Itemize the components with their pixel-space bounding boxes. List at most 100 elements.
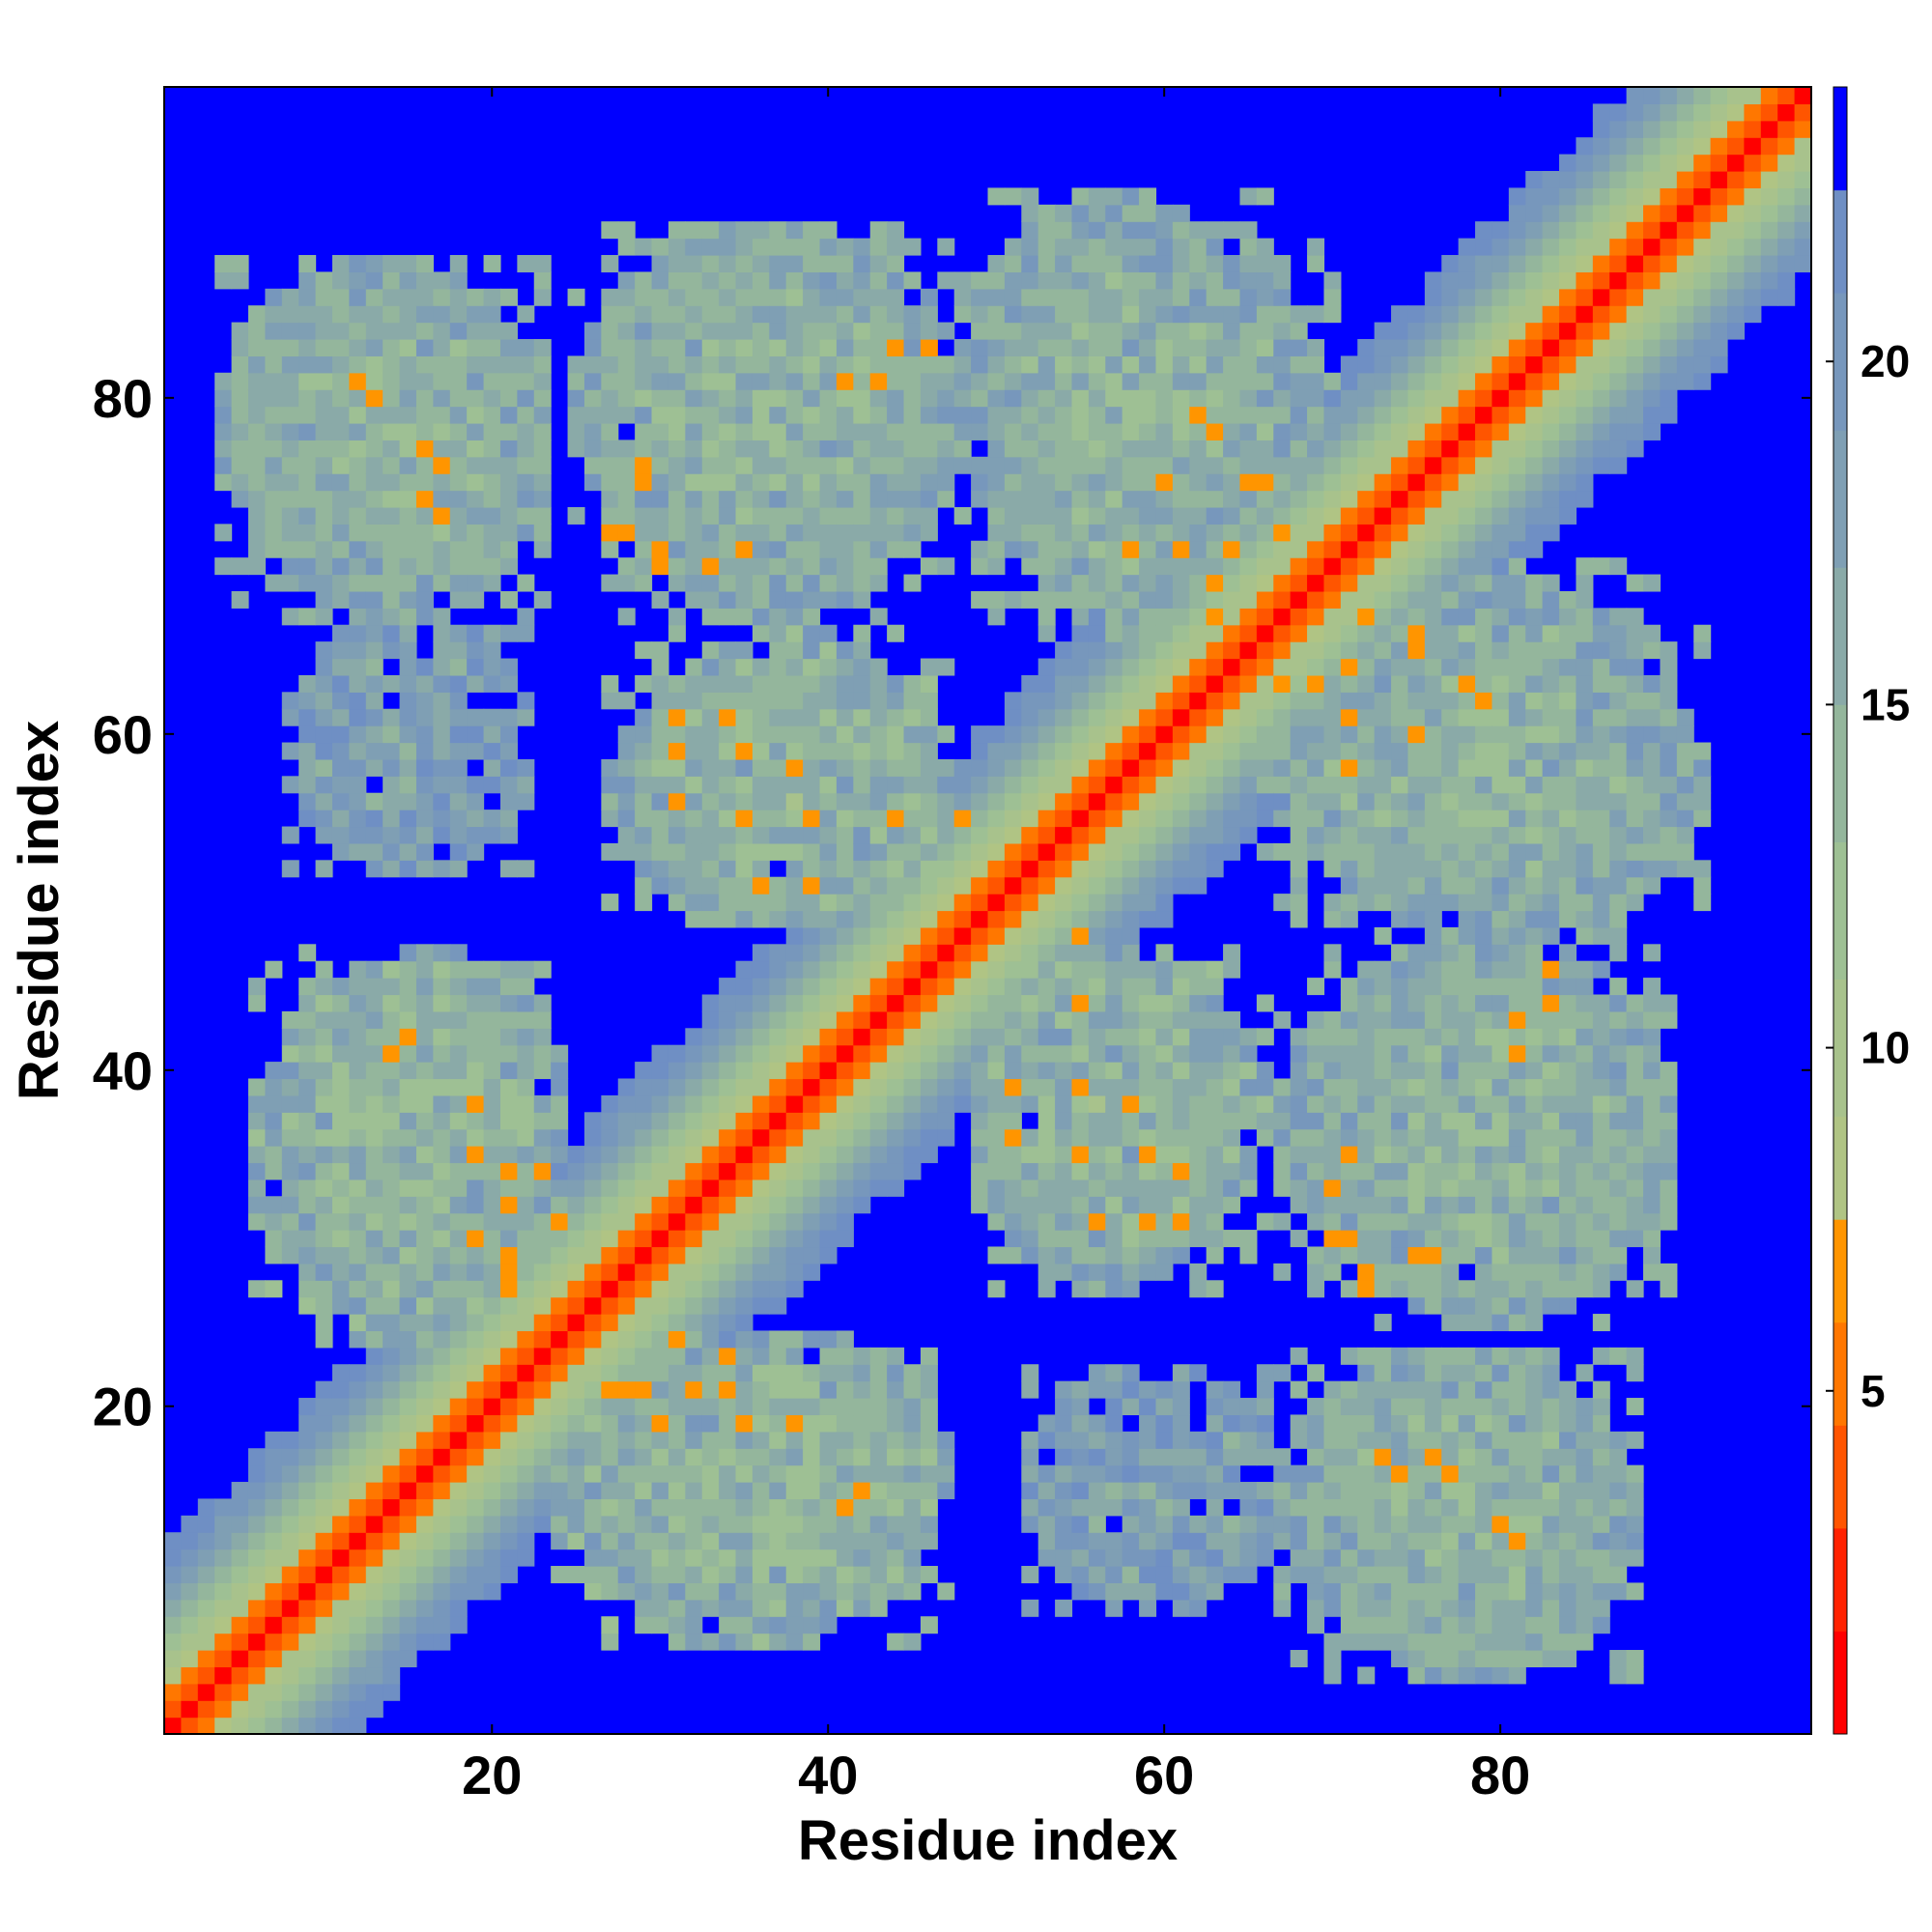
heatmap-cell [1340, 524, 1358, 542]
heatmap-cell [365, 994, 384, 1012]
heatmap-cell [937, 776, 955, 794]
heatmap-cell [298, 557, 317, 576]
heatmap-cell [1391, 1599, 1409, 1617]
heatmap-cell [331, 1700, 350, 1719]
heatmap-cell [1139, 1162, 1157, 1180]
heatmap-cell [349, 1162, 367, 1180]
heatmap-cell [869, 758, 888, 777]
heatmap-cell [214, 1666, 233, 1685]
heatmap-cell [853, 725, 871, 744]
heatmap-cell [1223, 641, 1241, 660]
heatmap-cell [1407, 1028, 1426, 1046]
heatmap-cell [1223, 338, 1241, 356]
heatmap-cell [668, 1296, 686, 1315]
heatmap-cell [903, 1078, 922, 1096]
heatmap-cell [1172, 1398, 1190, 1416]
heatmap-cell [483, 826, 501, 844]
heatmap-cell [415, 826, 434, 844]
heatmap-cell [601, 1347, 619, 1365]
heatmap-cell [601, 1094, 619, 1113]
heatmap-cell [1206, 1498, 1224, 1517]
heatmap-cell [1273, 792, 1292, 810]
heatmap-cell [601, 406, 619, 424]
heatmap-cell [1088, 1212, 1106, 1231]
heatmap-cell [449, 355, 468, 374]
heatmap-cell [1290, 540, 1308, 558]
heatmap-cell [1071, 742, 1090, 760]
heatmap-cell [1122, 792, 1140, 810]
heatmap-cell [181, 1599, 199, 1617]
heatmap-cell [1071, 1094, 1090, 1113]
heatmap-cell [819, 1448, 838, 1466]
heatmap-cell [836, 473, 854, 492]
heatmap-cell [953, 860, 972, 878]
heatmap-cell [769, 725, 787, 744]
heatmap-cell [467, 440, 485, 458]
heatmap-cell [383, 355, 401, 374]
heatmap-cell [803, 406, 821, 424]
heatmap-cell [1139, 389, 1157, 408]
heatmap-cell [415, 1128, 434, 1147]
heatmap-cell [887, 978, 905, 996]
heatmap-cell [1290, 1650, 1308, 1668]
heatmap-cell [735, 994, 753, 1012]
heatmap-cell [265, 406, 283, 424]
heatmap-cell [668, 271, 686, 290]
heatmap-cell [1155, 776, 1174, 794]
heatmap-cell [1122, 1212, 1140, 1231]
heatmap-cell [265, 1162, 283, 1180]
heatmap-cell [331, 506, 350, 525]
heatmap-cell [281, 1548, 299, 1567]
heatmap-cell [214, 456, 233, 474]
heatmap-cell [567, 1146, 585, 1164]
heatmap-cell [1273, 1263, 1292, 1281]
heatmap-cell [937, 910, 955, 928]
heatmap-cell [298, 1683, 317, 1701]
heatmap-cell [1340, 1062, 1358, 1080]
heatmap-cell [1391, 842, 1409, 861]
heatmap-cell [1307, 1246, 1325, 1264]
heatmap-cell [1223, 473, 1241, 492]
heatmap-cell [785, 792, 804, 810]
heatmap-cell [433, 389, 451, 408]
heatmap-cell [869, 1044, 888, 1063]
heatmap-cell [836, 1128, 854, 1147]
heatmap-cell [349, 1666, 367, 1685]
heatmap-cell [1206, 1146, 1224, 1164]
heatmap-cell [298, 1616, 317, 1634]
heatmap-cell [315, 1314, 333, 1332]
heatmap-cell [433, 1078, 451, 1096]
heatmap-cell [1122, 658, 1140, 676]
heatmap-cell [836, 1582, 854, 1601]
heatmap-cell [719, 1128, 737, 1147]
heatmap-cell [1155, 1498, 1174, 1517]
heatmap-cell [331, 708, 350, 726]
heatmap-cell [920, 926, 938, 945]
heatmap-cell [1407, 1347, 1426, 1365]
heatmap-cell [769, 1196, 787, 1214]
heatmap-cell [719, 221, 737, 240]
heatmap-cell [903, 876, 922, 895]
heatmap-cell [567, 288, 585, 306]
heatmap-cell [365, 860, 384, 878]
heatmap-cell [1122, 1431, 1140, 1449]
heatmap-cell [1223, 590, 1241, 609]
heatmap-cell [601, 1330, 619, 1349]
heatmap-cell [1071, 810, 1090, 828]
heatmap-cell [315, 826, 333, 844]
heatmap-cell [1021, 389, 1039, 408]
heatmap-cell [987, 524, 1006, 542]
heatmap-cell [1206, 792, 1224, 810]
heatmap-cell [887, 842, 905, 861]
heatmap-cell [769, 910, 787, 928]
heatmap-cell [483, 810, 501, 828]
heatmap-cell [231, 456, 249, 474]
heatmap-cell [887, 473, 905, 492]
heatmap-cell [499, 1548, 518, 1567]
heatmap-cell [937, 1464, 955, 1483]
heatmap-cell [331, 1112, 350, 1130]
heatmap-cell [349, 658, 367, 676]
heatmap-cell [567, 440, 585, 458]
heatmap-cell [499, 473, 518, 492]
heatmap-cell [803, 608, 821, 626]
